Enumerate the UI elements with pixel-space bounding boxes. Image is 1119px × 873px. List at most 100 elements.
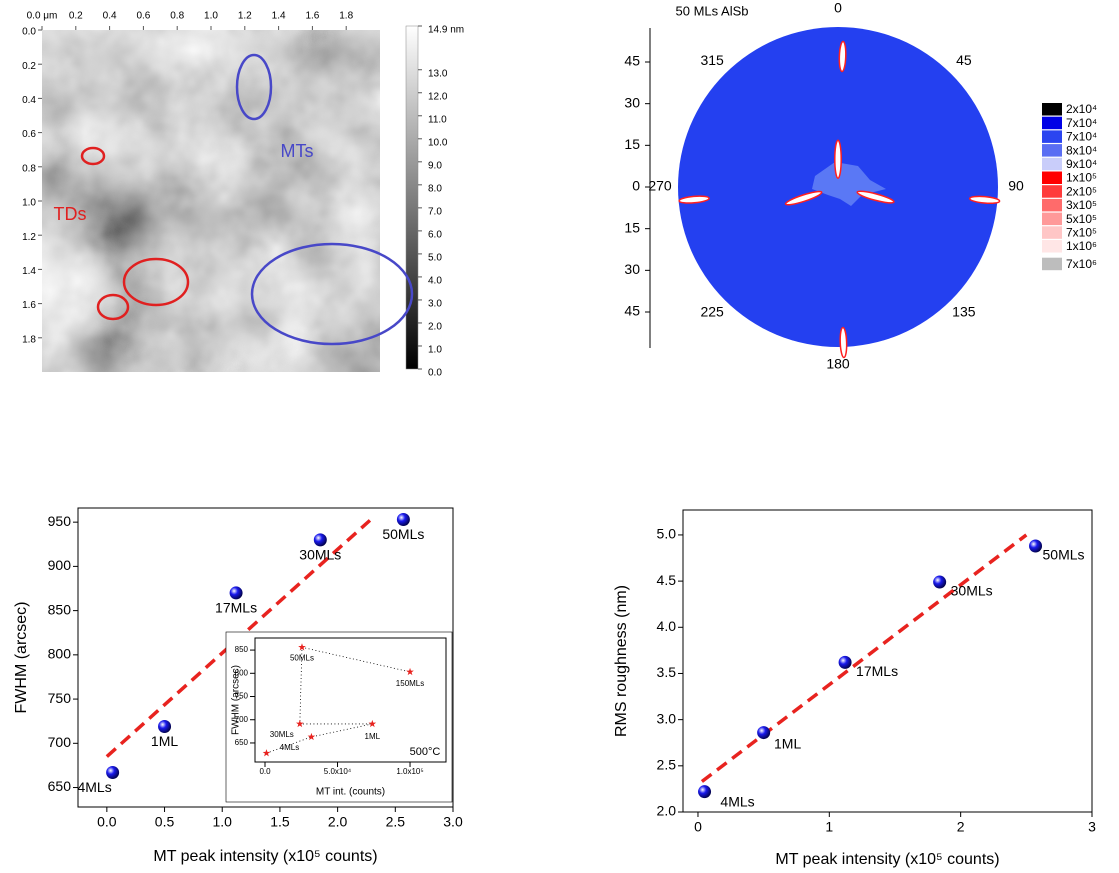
point-label: 17MLs	[856, 663, 898, 679]
colorbar-tick-label: 0.0	[428, 368, 442, 379]
angle-label: 225	[700, 304, 724, 320]
point-label: 1ML	[151, 733, 178, 749]
point-label: 4MLs	[280, 743, 300, 752]
point	[229, 586, 243, 600]
legend-swatch	[1042, 130, 1062, 143]
x-tick-label: 0	[694, 819, 702, 835]
annotation: TDs	[54, 204, 87, 224]
colorbar-tick-label: 3.0	[428, 299, 442, 310]
legend-label: 1x10⁵	[1066, 171, 1097, 185]
x-tick-label: 1.0	[212, 814, 232, 830]
point-label: 50MLs	[382, 526, 424, 542]
point	[262, 749, 271, 757]
y-tick-label: 3.0	[657, 710, 677, 726]
mt-circle	[250, 242, 414, 346]
colorbar-tick-label: 4.0	[428, 276, 442, 287]
legend-swatch	[1042, 226, 1062, 239]
x-axis-label: MT int. (counts)	[316, 787, 385, 798]
point	[933, 575, 947, 589]
colorbar	[405, 25, 419, 370]
legend-swatch	[1042, 212, 1062, 226]
point-label: 150MLs	[396, 679, 424, 688]
legend-label: 7x10⁵	[1066, 225, 1097, 239]
point	[313, 533, 327, 547]
colorbar-tick-label: 5.0	[428, 253, 442, 264]
y-tick-label: 700	[48, 734, 72, 750]
y-tick-label: 0.0	[22, 27, 36, 38]
point	[396, 513, 410, 526]
y-tick-label: 1.2	[22, 232, 36, 243]
legend-label: 1x10⁶	[1066, 239, 1097, 253]
colorbar-tick-label: 7.0	[428, 206, 442, 217]
td-circle	[96, 293, 130, 321]
y-tick-label: 900	[48, 557, 72, 573]
angle-label: 135	[952, 304, 976, 320]
colorbar-tick-label: 10.0	[428, 137, 448, 148]
point	[368, 719, 377, 728]
legend-label: 7x10⁶	[1066, 257, 1097, 271]
y-tick-label: 800	[235, 668, 249, 677]
peak	[678, 195, 710, 204]
y-tick-label: 850	[48, 601, 72, 617]
x-axis-label: MT peak intensity (x10⁵ counts)	[153, 848, 377, 865]
y-tick-label: 0.8	[22, 163, 36, 174]
legend-swatch	[1042, 157, 1062, 171]
legend-label: 9x10⁴	[1066, 157, 1097, 171]
colorbar-tick-label: 1.0	[428, 345, 442, 356]
point	[106, 766, 120, 779]
y-tick-label: 2.0	[657, 803, 677, 819]
legend-swatch	[1042, 240, 1062, 253]
y-tick-label: 750	[48, 690, 72, 706]
y-axis-label: FWHM (arcsec)	[13, 602, 30, 714]
y-tick-label: 950	[48, 513, 72, 529]
point-label: 17MLs	[215, 600, 257, 616]
point-label: 1ML	[774, 735, 801, 751]
x-tick-label: 3	[1088, 819, 1096, 835]
y-axis-label: FWHM (arcsec)	[231, 665, 242, 735]
y-tick-label: 850	[235, 645, 249, 654]
x-tick-label: 0.0	[259, 767, 271, 776]
y-tick-label: 750	[235, 692, 249, 701]
point	[838, 655, 852, 669]
legend-label: 3x10⁵	[1066, 198, 1097, 212]
x-tick-label: 1.0	[204, 11, 218, 22]
r-tick-label: 45	[624, 53, 640, 69]
legend-swatch	[1042, 144, 1062, 157]
r-tick-label: 30	[624, 94, 640, 110]
point-label: 50MLs	[1043, 547, 1085, 563]
x-tick-label: 0.2	[69, 11, 83, 22]
legend-label: 8x10⁴	[1066, 143, 1097, 157]
angle-label: 315	[700, 52, 724, 68]
y-tick-label: 0.4	[22, 95, 36, 106]
x-tick-label: 0.8	[170, 11, 184, 22]
point	[698, 785, 712, 799]
y-tick-label: 0.6	[22, 129, 36, 140]
intensity-blob	[812, 162, 886, 206]
colorbar-tick-label: 8.0	[428, 183, 442, 194]
x-tick-label: 0.0	[97, 814, 117, 830]
legend-swatch	[1042, 257, 1062, 271]
point	[406, 667, 414, 676]
colorbar-tick-label: 12.0	[428, 91, 448, 102]
angle-label: 180	[826, 356, 850, 372]
y-tick-label: 1.0	[22, 198, 36, 209]
point-label: 1ML	[365, 732, 381, 741]
annotation: 500°C	[410, 746, 441, 758]
point	[307, 732, 316, 741]
angle-label: 0	[834, 0, 842, 16]
td-circle	[122, 257, 190, 307]
y-tick-label: 700	[235, 715, 249, 724]
point-label: 30MLs	[270, 730, 294, 739]
y-tick-label: 1.8	[22, 334, 36, 345]
y-tick-label: 0.2	[22, 61, 36, 72]
point-label: 30MLs	[299, 547, 341, 563]
x-tick-label: 0.5	[155, 814, 175, 830]
r-tick-label: 45	[624, 303, 640, 319]
peak	[838, 40, 847, 73]
legend-label: 7x10⁴	[1066, 130, 1097, 144]
point	[158, 720, 172, 733]
x-tick-label: 1.4	[272, 11, 286, 22]
y-tick-label: 3.5	[657, 664, 677, 680]
colorbar-tick-label: 13.0	[428, 68, 448, 79]
